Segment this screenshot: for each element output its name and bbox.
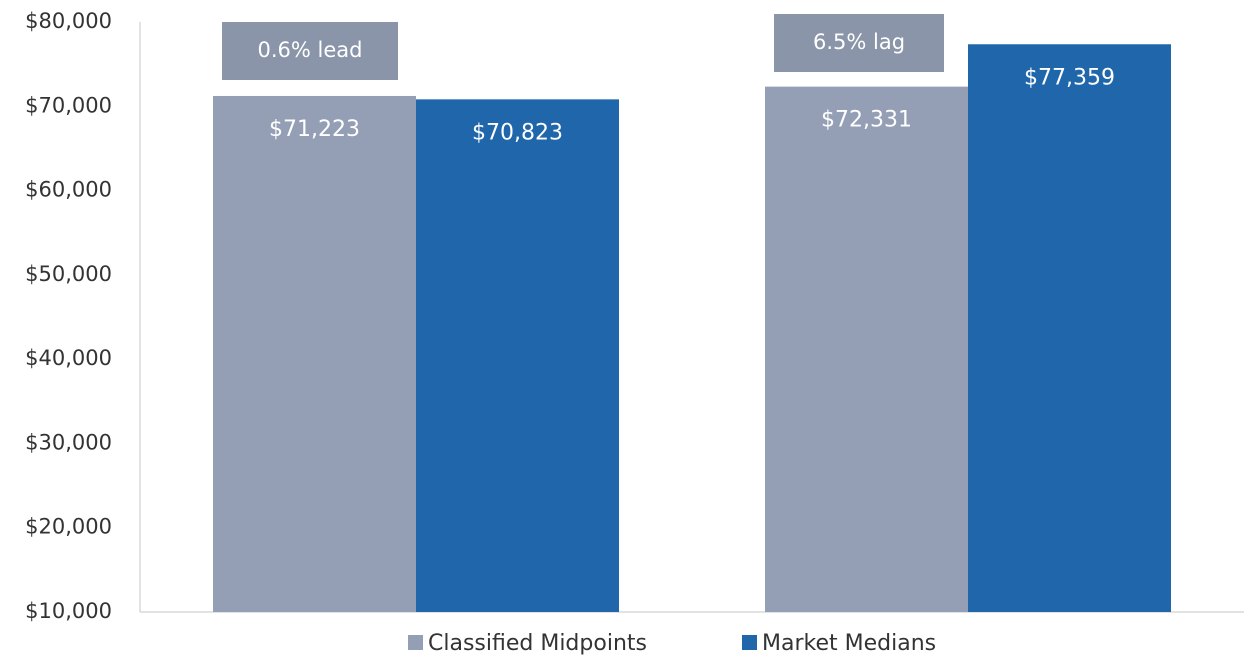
value-label: $72,331 xyxy=(821,108,912,133)
y-tick-label: $80,000 xyxy=(25,9,112,33)
y-tick-label: $70,000 xyxy=(25,93,112,117)
y-tick-label: $40,000 xyxy=(25,346,112,370)
annotation-box xyxy=(222,22,398,80)
y-tick-label: $20,000 xyxy=(25,515,112,539)
y-tick-label: $30,000 xyxy=(25,430,112,454)
legend-label: Classified Midpoints xyxy=(428,631,647,656)
bar xyxy=(213,95,416,613)
bar xyxy=(765,86,968,612)
annotation-box xyxy=(774,14,944,72)
y-tick-label: $10,000 xyxy=(25,599,112,623)
y-tick-label: $50,000 xyxy=(25,262,112,286)
annotation: 6.5% lag xyxy=(813,30,905,54)
legend-label: Market Medians xyxy=(762,631,936,656)
y-tick-label: $60,000 xyxy=(25,178,112,202)
bar xyxy=(968,44,1171,612)
legend-swatch xyxy=(408,635,423,650)
value-label: $77,359 xyxy=(1024,65,1115,90)
bar xyxy=(416,99,619,612)
value-label: $70,823 xyxy=(472,120,563,145)
annotation: 0.6% lead xyxy=(258,38,363,62)
value-label: $71,223 xyxy=(269,117,360,142)
legend-swatch xyxy=(742,635,757,650)
